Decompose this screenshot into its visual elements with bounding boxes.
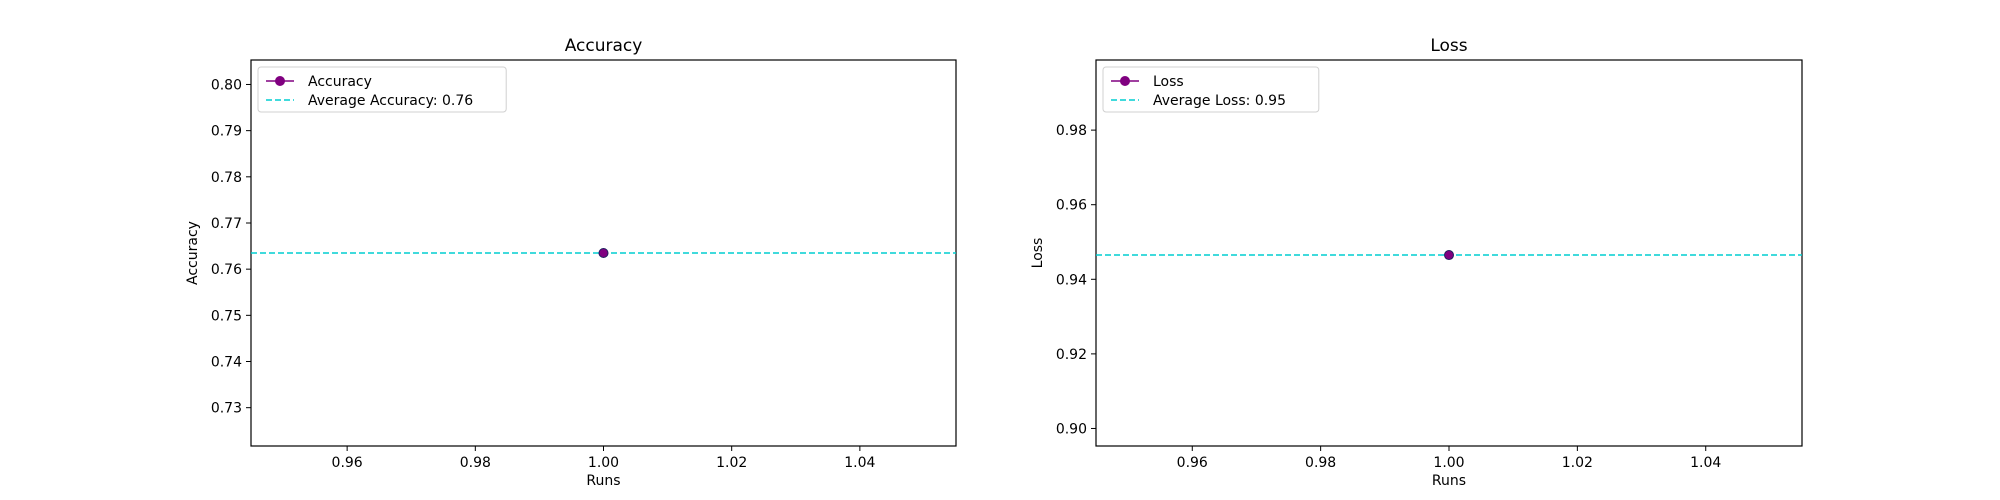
y-tick-label: 0.76: [211, 262, 242, 278]
legend-series-label: Accuracy: [308, 74, 372, 90]
y-tick-label: 0.98: [1056, 123, 1087, 139]
y-tick-label: 0.77: [211, 216, 242, 232]
chart-title: Loss: [1430, 36, 1467, 56]
x-tick-label: 0.98: [1305, 455, 1336, 471]
legend-box: [257, 66, 507, 113]
y-tick-label: 0.74: [211, 355, 242, 371]
y-tick-label: 0.75: [211, 308, 242, 324]
x-tick-label: 0.96: [332, 455, 363, 471]
y-tick-label: 0.92: [1056, 347, 1087, 363]
y-tick-label: 0.79: [211, 124, 242, 140]
y-tick-label: 0.94: [1056, 272, 1087, 288]
x-tick-label: 0.96: [1177, 455, 1208, 471]
x-tick-label: 1.02: [716, 455, 747, 471]
x-tick-label: 1.04: [1690, 455, 1721, 471]
y-tick-label: 0.96: [1056, 198, 1087, 214]
y-tick-label: 0.80: [211, 77, 242, 93]
x-tick-label: 0.98: [460, 455, 491, 471]
loss-chart: Loss 0.96 0.98 1.00 1.02 1.04 0.90 0.92 0.94 0.96…: [1030, 36, 1803, 489]
data-point: [598, 248, 609, 258]
legend-average-label: Average Loss: 0.95: [1153, 93, 1286, 109]
legend-series-marker: [1120, 76, 1130, 86]
x-axis-label: Runs: [586, 473, 620, 489]
data-point: [1444, 250, 1454, 261]
legend-series-label: Loss: [1153, 74, 1184, 90]
legend-series-marker: [275, 76, 285, 86]
legend-average-label: Average Accuracy: 0.76: [308, 93, 473, 109]
y-tick-label: 0.78: [211, 170, 242, 186]
y-axis-label: Loss: [1030, 238, 1046, 269]
x-axis-label: Runs: [1432, 473, 1466, 489]
chart-title: Accuracy: [565, 36, 643, 56]
x-tick-label: 1.00: [588, 455, 619, 471]
y-tick-label: 0.90: [1056, 421, 1087, 437]
x-tick-label: 1.02: [1562, 455, 1593, 471]
x-tick-label: 1.00: [1433, 455, 1464, 471]
accuracy-chart: Accuracy 0.96 0.98 1.00 1.02 1.04 0.73 0.74 0.75…: [185, 36, 957, 489]
legend-box: [1102, 66, 1320, 113]
y-tick-label: 0.73: [211, 401, 242, 417]
x-tick-label: 1.04: [844, 455, 875, 471]
y-axis-label: Accuracy: [185, 221, 201, 285]
